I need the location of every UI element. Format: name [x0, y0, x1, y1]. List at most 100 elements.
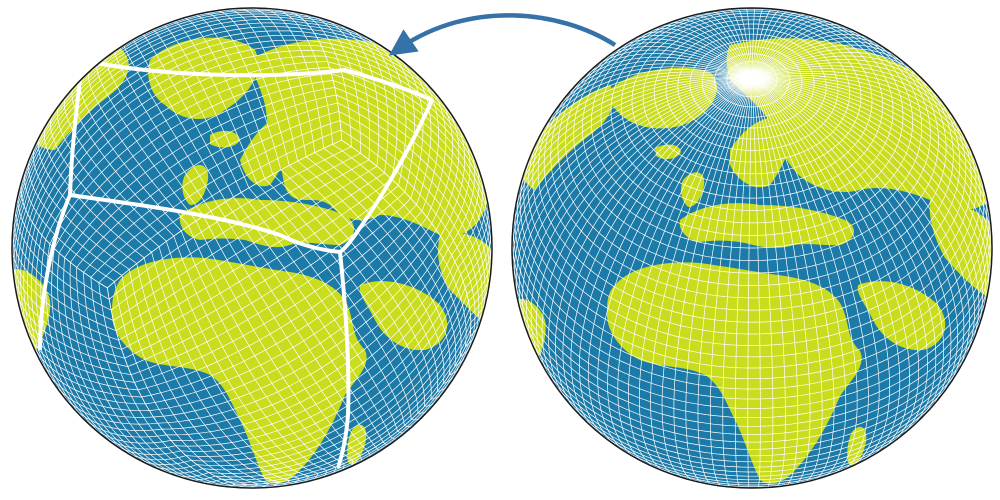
grid-line [12, 229, 117, 332]
grid-line [512, 77, 753, 225]
grid-line [23, 222, 53, 382]
grid-line [685, 78, 753, 484]
grid-line [751, 74, 983, 182]
grid-line [226, 9, 298, 162]
grid-line [261, 8, 325, 149]
grid-line [751, 73, 979, 168]
grid-line [638, 78, 753, 473]
grid-line [518, 77, 753, 324]
grid-line [568, 402, 936, 477]
grid-line [83, 272, 224, 487]
grid-line [751, 41, 892, 79]
grid-line [701, 12, 753, 79]
grid-line [38, 134, 137, 264]
grid-line [535, 77, 753, 381]
grid-line [661, 78, 753, 479]
cube-edge [38, 194, 72, 351]
globe-cubed-sphere [11, 7, 493, 489]
grid-line [751, 27, 855, 79]
grid-line [751, 77, 989, 301]
grid-line [722, 78, 753, 488]
grid-line [751, 78, 880, 468]
grid-line [737, 8, 753, 79]
grid-line [751, 52, 923, 80]
grid-line [24, 167, 115, 282]
grid-line [751, 48, 913, 79]
lat-lon-mesh [512, 8, 992, 488]
grid-line [720, 9, 753, 79]
cubed-sphere-mesh [12, 8, 492, 488]
grid-line [570, 56, 753, 92]
grid-line [751, 77, 975, 366]
grid-line [548, 77, 753, 404]
grid-line [64, 94, 167, 242]
grid-line [751, 78, 920, 445]
grid-line [751, 76, 988, 202]
grid-line [751, 10, 790, 79]
grid-line [751, 8, 756, 79]
grid-line [529, 71, 753, 157]
grid-line [31, 343, 142, 398]
grid-line [193, 14, 274, 175]
grid-line [323, 148, 462, 357]
grid-line [751, 77, 952, 412]
grid-line [107, 139, 342, 289]
grid-line [27, 226, 67, 400]
grid-line [235, 336, 471, 485]
grid-line [650, 78, 753, 477]
grid-line [110, 152, 361, 311]
grid-line [751, 44, 903, 79]
grid-line [751, 78, 901, 459]
globe-outline [11, 7, 493, 489]
grid-line [570, 78, 753, 433]
grid-line [751, 78, 869, 472]
grid-line [32, 145, 130, 270]
grid-line [338, 111, 483, 326]
grid-line [123, 45, 219, 207]
grid-line [329, 67, 492, 251]
grid-line [76, 267, 213, 486]
grid-line [545, 370, 959, 468]
grid-line [404, 62, 432, 205]
grid-line [512, 77, 753, 254]
grid-line [530, 77, 753, 369]
grid-line [646, 28, 753, 79]
grid-line [751, 14, 809, 79]
grid-line [383, 47, 415, 193]
grid-line [751, 78, 823, 483]
grid-line [751, 77, 965, 390]
grid-line [514, 286, 990, 435]
cube-edge [338, 99, 434, 254]
grid-line [535, 352, 969, 463]
grid-line [91, 426, 172, 444]
cube-edge [69, 193, 341, 254]
grid-line [286, 10, 343, 141]
grid-line [697, 78, 753, 486]
grid-line [751, 78, 937, 431]
grid-line [113, 159, 370, 321]
grid-line [627, 35, 753, 79]
grid-line [28, 156, 123, 276]
grid-line [13, 216, 114, 321]
cube-edge [81, 58, 433, 102]
grid-line [204, 12, 282, 170]
grid-line [162, 25, 250, 188]
grid-line [231, 332, 474, 487]
grid-line [43, 124, 145, 259]
grid-line [751, 77, 992, 266]
grid-line [142, 34, 234, 198]
grid-line [751, 59, 941, 100]
grid-line [751, 70, 971, 149]
grid-line [751, 68, 965, 136]
grid-line [12, 242, 119, 341]
grid-line [512, 250, 992, 419]
grid-line [543, 78, 961, 311]
grid-line [751, 12, 800, 79]
grid-line [751, 77, 991, 216]
grid-line [665, 22, 753, 79]
grid-line [17, 191, 110, 300]
cube-face-edges [38, 58, 434, 469]
grid-line [321, 45, 479, 168]
grid-line [238, 8, 307, 157]
grid-line [751, 9, 782, 79]
